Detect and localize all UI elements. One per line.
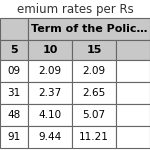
Text: 10: 10 <box>42 45 58 55</box>
Bar <box>28 60 72 82</box>
Bar <box>116 60 150 82</box>
Text: 4.10: 4.10 <box>38 110 61 120</box>
Bar <box>0 126 28 148</box>
Bar <box>28 18 150 40</box>
Text: 5.07: 5.07 <box>82 110 106 120</box>
Text: 2.09: 2.09 <box>38 66 61 76</box>
Bar <box>0 104 28 126</box>
Text: 31: 31 <box>7 88 21 98</box>
Bar <box>28 82 72 104</box>
Bar <box>0 82 28 104</box>
Text: 09: 09 <box>8 66 21 76</box>
Text: 2.37: 2.37 <box>38 88 62 98</box>
Bar <box>116 104 150 126</box>
Bar <box>116 126 150 148</box>
Bar <box>28 126 72 148</box>
Text: 2.09: 2.09 <box>82 66 106 76</box>
Bar <box>0 60 28 82</box>
Text: 48: 48 <box>7 110 21 120</box>
Bar <box>28 40 72 60</box>
Bar <box>72 126 116 148</box>
Bar <box>72 40 116 60</box>
Text: 11.21: 11.21 <box>79 132 109 142</box>
Bar <box>72 82 116 104</box>
Bar <box>72 104 116 126</box>
Text: 5: 5 <box>10 45 18 55</box>
Text: 9.44: 9.44 <box>38 132 62 142</box>
Bar <box>116 82 150 104</box>
Bar <box>0 18 28 40</box>
Text: 15: 15 <box>86 45 102 55</box>
Bar <box>0 40 28 60</box>
Text: 91: 91 <box>7 132 21 142</box>
Text: emium rates per Rs: emium rates per Rs <box>17 3 133 15</box>
Bar <box>72 60 116 82</box>
Text: 2.65: 2.65 <box>82 88 106 98</box>
Bar <box>28 104 72 126</box>
Text: Term of the Polic…: Term of the Polic… <box>31 24 147 34</box>
Bar <box>116 40 150 60</box>
